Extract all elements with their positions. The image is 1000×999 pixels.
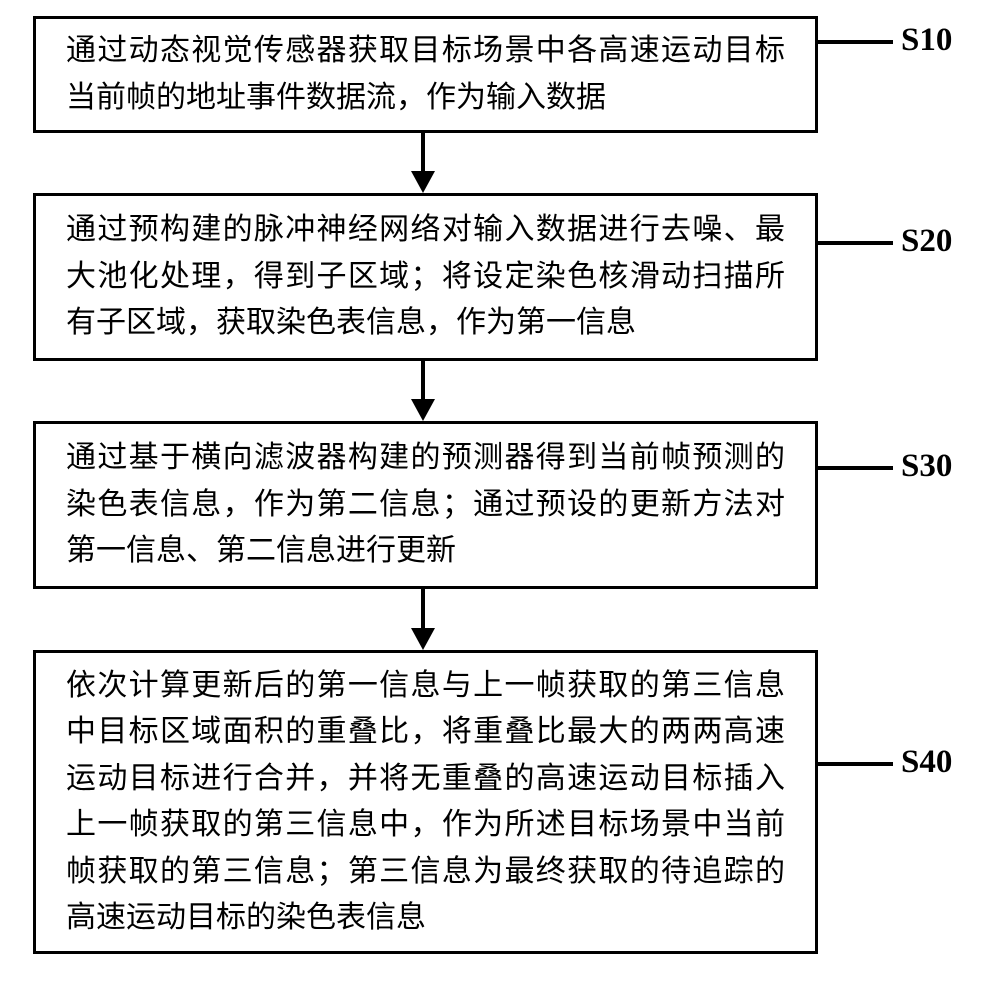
lead-s20 [818,241,893,245]
flowchart-canvas: 通过动态视觉传感器获取目标场景中各高速运动目标当前帧的地址事件数据流，作为输入数… [0,0,1000,999]
step-s20-label: S20 [901,223,952,260]
step-s10-text: 通过动态视觉传感器获取目标场景中各高速运动目标当前帧的地址事件数据流，作为输入数… [66,28,785,121]
step-s20: 通过预构建的脉冲神经网络对输入数据进行去噪、最大池化处理，得到子区域；将设定染色… [33,193,818,361]
step-s30-label: S30 [901,448,952,485]
step-s10: 通过动态视觉传感器获取目标场景中各高速运动目标当前帧的地址事件数据流，作为输入数… [33,16,818,133]
step-s10-label: S10 [901,22,952,59]
lead-s40 [818,762,893,766]
step-s40-text: 依次计算更新后的第一信息与上一帧获取的第三信息中目标区域面积的重叠比，将重叠比最… [66,663,785,942]
step-s40: 依次计算更新后的第一信息与上一帧获取的第三信息中目标区域面积的重叠比，将重叠比最… [33,650,818,954]
step-s40-label: S40 [901,744,952,781]
step-s30: 通过基于横向滤波器构建的预测器得到当前帧预测的染色表信息，作为第二信息；通过预设… [33,421,818,589]
lead-s30 [818,466,893,470]
lead-s10 [818,40,893,44]
step-s20-text: 通过预构建的脉冲神经网络对输入数据进行去噪、最大池化处理，得到子区域；将设定染色… [66,207,785,347]
step-s30-text: 通过基于横向滤波器构建的预测器得到当前帧预测的染色表信息，作为第二信息；通过预设… [66,435,785,575]
